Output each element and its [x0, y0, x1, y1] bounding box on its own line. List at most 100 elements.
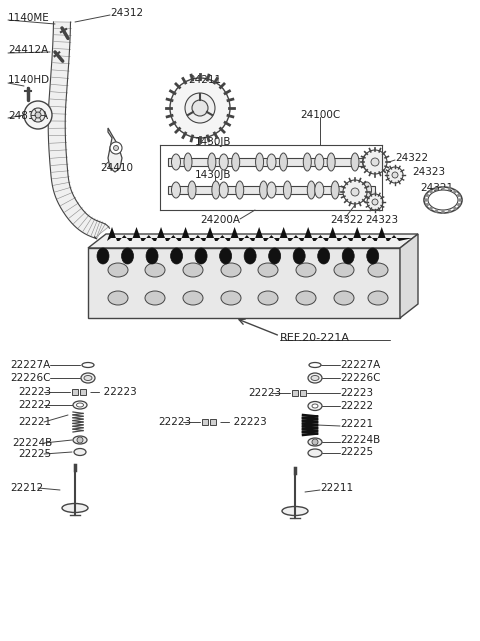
Text: 22227A: 22227A [10, 360, 50, 370]
Ellipse shape [82, 363, 94, 367]
Ellipse shape [145, 291, 165, 305]
Polygon shape [202, 419, 208, 425]
Circle shape [430, 207, 432, 210]
Ellipse shape [219, 154, 228, 170]
Ellipse shape [81, 373, 95, 383]
Text: 22224B: 22224B [340, 435, 380, 445]
Ellipse shape [76, 403, 84, 407]
Text: 24200A: 24200A [200, 215, 240, 225]
Text: 24810A: 24810A [8, 111, 48, 121]
Ellipse shape [74, 449, 86, 456]
Circle shape [442, 210, 444, 213]
Text: 22225: 22225 [340, 447, 373, 457]
Text: 22212: 22212 [10, 483, 43, 493]
Text: 22223: 22223 [18, 387, 51, 397]
Circle shape [442, 187, 444, 190]
Text: 22224B: 22224B [12, 438, 52, 448]
Text: 24312: 24312 [110, 8, 143, 18]
Text: 24412A: 24412A [8, 45, 48, 55]
Ellipse shape [219, 182, 228, 198]
Text: 22226C: 22226C [340, 373, 381, 383]
Ellipse shape [362, 154, 372, 170]
Ellipse shape [267, 182, 276, 198]
Text: 1140HD: 1140HD [8, 75, 50, 85]
Ellipse shape [195, 248, 207, 264]
Ellipse shape [351, 153, 359, 171]
Text: 24410: 24410 [100, 163, 133, 173]
Text: 22223: 22223 [340, 388, 373, 398]
Ellipse shape [244, 248, 256, 264]
Ellipse shape [84, 376, 92, 381]
Ellipse shape [171, 182, 180, 198]
Ellipse shape [362, 182, 372, 198]
Ellipse shape [188, 181, 196, 199]
Polygon shape [292, 390, 298, 396]
Circle shape [435, 187, 438, 190]
Ellipse shape [327, 153, 335, 171]
Polygon shape [400, 234, 418, 318]
Ellipse shape [170, 248, 182, 264]
Ellipse shape [267, 154, 276, 170]
Ellipse shape [260, 181, 267, 199]
Ellipse shape [368, 263, 388, 277]
Circle shape [367, 194, 383, 210]
Ellipse shape [318, 248, 330, 264]
Circle shape [392, 172, 398, 178]
Polygon shape [107, 227, 413, 241]
Circle shape [363, 150, 387, 174]
Circle shape [351, 188, 359, 196]
Ellipse shape [342, 248, 354, 264]
Ellipse shape [308, 401, 322, 410]
Ellipse shape [269, 248, 281, 264]
Ellipse shape [108, 263, 128, 277]
Ellipse shape [255, 153, 264, 171]
Ellipse shape [367, 248, 379, 264]
Circle shape [312, 439, 318, 445]
Ellipse shape [121, 248, 133, 264]
Circle shape [387, 167, 403, 183]
Circle shape [192, 100, 208, 116]
Ellipse shape [312, 404, 318, 408]
Ellipse shape [307, 181, 315, 199]
Ellipse shape [334, 291, 354, 305]
Polygon shape [48, 22, 109, 239]
Ellipse shape [208, 153, 216, 171]
Ellipse shape [232, 153, 240, 171]
Ellipse shape [293, 248, 305, 264]
Ellipse shape [283, 181, 291, 199]
Ellipse shape [308, 373, 322, 383]
Polygon shape [108, 128, 122, 172]
Ellipse shape [212, 181, 220, 199]
Ellipse shape [258, 291, 278, 305]
Ellipse shape [296, 263, 316, 277]
Circle shape [454, 207, 456, 210]
Circle shape [110, 142, 122, 154]
Ellipse shape [221, 263, 241, 277]
Circle shape [457, 194, 460, 197]
Text: REF.20-221A: REF.20-221A [280, 333, 350, 343]
Circle shape [31, 108, 45, 122]
Ellipse shape [108, 291, 128, 305]
Polygon shape [168, 158, 375, 166]
Ellipse shape [309, 363, 321, 367]
Text: 24323: 24323 [365, 215, 398, 225]
Circle shape [458, 199, 461, 201]
Circle shape [185, 93, 215, 123]
Ellipse shape [424, 187, 462, 213]
Circle shape [454, 190, 456, 193]
Ellipse shape [73, 436, 87, 444]
Text: 22223: 22223 [248, 388, 281, 398]
Text: 22221: 22221 [340, 419, 373, 429]
Circle shape [77, 437, 83, 443]
Circle shape [343, 180, 367, 204]
Text: 22222: 22222 [18, 400, 51, 410]
Ellipse shape [279, 153, 288, 171]
Circle shape [426, 203, 429, 206]
Ellipse shape [97, 248, 109, 264]
Ellipse shape [355, 181, 363, 199]
Ellipse shape [315, 154, 324, 170]
Circle shape [113, 146, 119, 151]
Text: 24100C: 24100C [300, 110, 340, 120]
Text: 1140ME: 1140ME [8, 13, 50, 23]
Polygon shape [88, 248, 400, 318]
